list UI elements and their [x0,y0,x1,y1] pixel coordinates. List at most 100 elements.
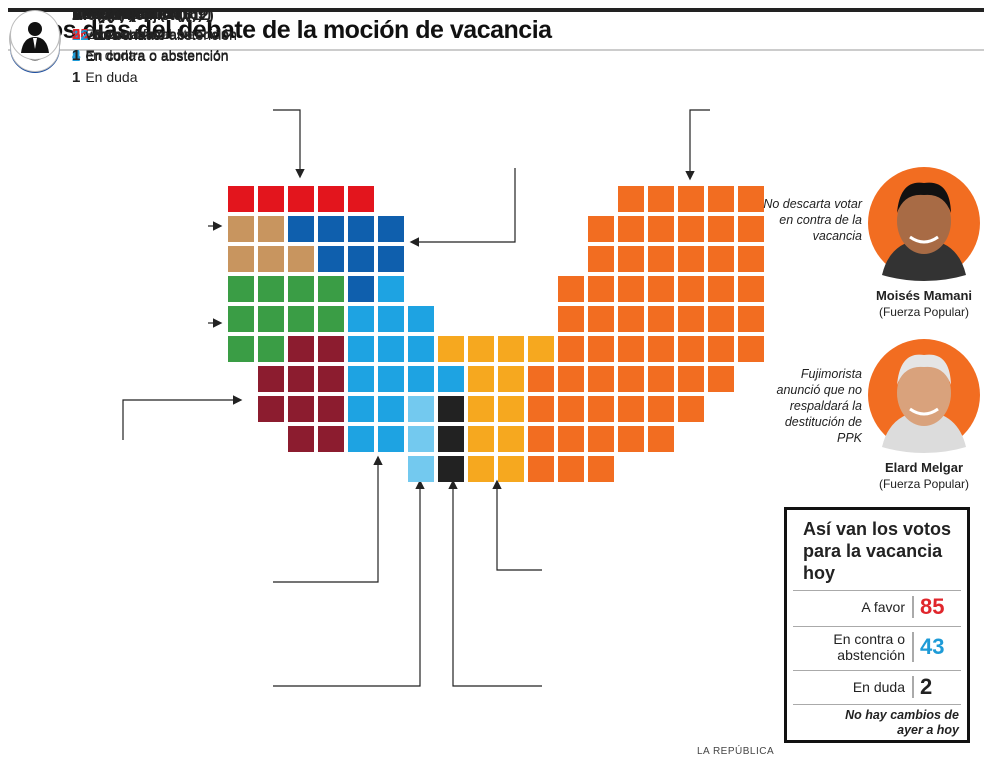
vote-line: 15 En contra o abstención [72,24,986,45]
seat [348,396,374,422]
party-text: PPK (15) 15 En contra o abstención [72,5,986,45]
seat [648,336,674,362]
seat [288,216,314,242]
seat [348,186,374,212]
vote-count: 2 [72,47,81,64]
vote-line: 5 En contra o abstención [72,46,986,67]
portrait-smile [909,235,939,244]
vote-count: 10 [72,26,89,43]
vote-label: En contra o abstención [85,48,229,64]
vote-label: En contra o abstención [85,47,229,63]
vote-count: 1 [72,47,81,64]
vote-count: 2 [72,26,81,43]
seat [618,396,644,422]
seat [648,246,674,272]
party-name: Frente Amplio (10) [72,6,204,23]
vote-label: votos a favor [85,27,166,43]
connectors [122,109,710,687]
vote-label: votos a favor [85,26,166,42]
seat [558,306,584,332]
seat [348,276,374,302]
portrait-body [882,239,966,281]
seat [738,186,764,212]
seat [318,306,344,332]
seat [588,306,614,332]
seat [678,336,704,362]
summary-bar [912,676,914,698]
vote-line: 1 En duda [72,67,986,88]
seat [378,216,404,242]
vote-count: 3 [72,26,81,43]
seat [648,366,674,392]
seat [678,396,704,422]
seat [288,396,314,422]
seat [228,216,254,242]
party-text: AP (5) 3 votos a favor 2 En contra o abstenc… [72,6,978,67]
seat [498,426,524,452]
seat [378,336,404,362]
party-name: PPK (15) [72,6,134,23]
seat [738,276,764,302]
party-name: No Agrupados (3) [72,6,198,23]
seat [228,306,254,332]
seat [678,276,704,302]
portrait [882,182,966,281]
seat [678,306,704,332]
summary-value: 43 [920,634,945,659]
seat [288,186,314,212]
seat [618,246,644,272]
seat [678,186,704,212]
portrait [882,354,966,453]
summary-divider [793,590,961,591]
seat [438,456,464,482]
seat [378,396,404,422]
seat [648,306,674,332]
seat [348,426,374,452]
seat [588,396,614,422]
seat [708,216,734,242]
seat [288,306,314,332]
seat [258,366,284,392]
party-text: Bloque kenjista (12) 12 En contra o absten… [72,6,978,46]
seat [348,336,374,362]
logo-icon [21,22,49,53]
seat [558,396,584,422]
seat [528,396,554,422]
summary-title: Así van los votos para la vacancia hoy [803,519,952,583]
seat [348,246,374,272]
party-text: EX PPK (3) 3 En contra o abstención [72,5,986,45]
seat [408,366,434,392]
seat [498,396,524,422]
summary-divider [793,704,961,705]
vote-count: 1 [72,69,81,86]
seat [468,366,494,392]
party-name: Nuevo Perú (10) [72,6,187,23]
vote-line: 3 votos a favor [72,25,978,46]
seat [348,306,374,332]
vote-count: 2 [72,48,81,65]
seat [318,336,344,362]
vote-label: votos a favor [93,26,174,42]
vote-label: En contra o abstención [85,48,229,64]
profile-note: No descarta votar en contra de la vacanc… [763,197,862,243]
seat [618,426,644,452]
portrait-hair [897,182,951,213]
seat [408,426,434,452]
party-box: No Agrupados (3) 2 votos a favor 1 en duda [0,6,214,780]
vote-line: 2 En contra o abstención [72,46,978,67]
seat [618,306,644,332]
seat [258,246,284,272]
seat [648,186,674,212]
vote-count: 4 [72,47,81,64]
vote-line: 1 en duda [72,45,986,66]
seat [258,306,284,332]
seat [678,216,704,242]
vote-label: En contra o abstención [93,27,237,43]
seat [258,336,284,362]
seat [708,276,734,302]
party-name: EX PPK (3) [72,6,150,23]
seat [288,426,314,452]
seat [228,276,254,302]
seat [618,336,644,362]
